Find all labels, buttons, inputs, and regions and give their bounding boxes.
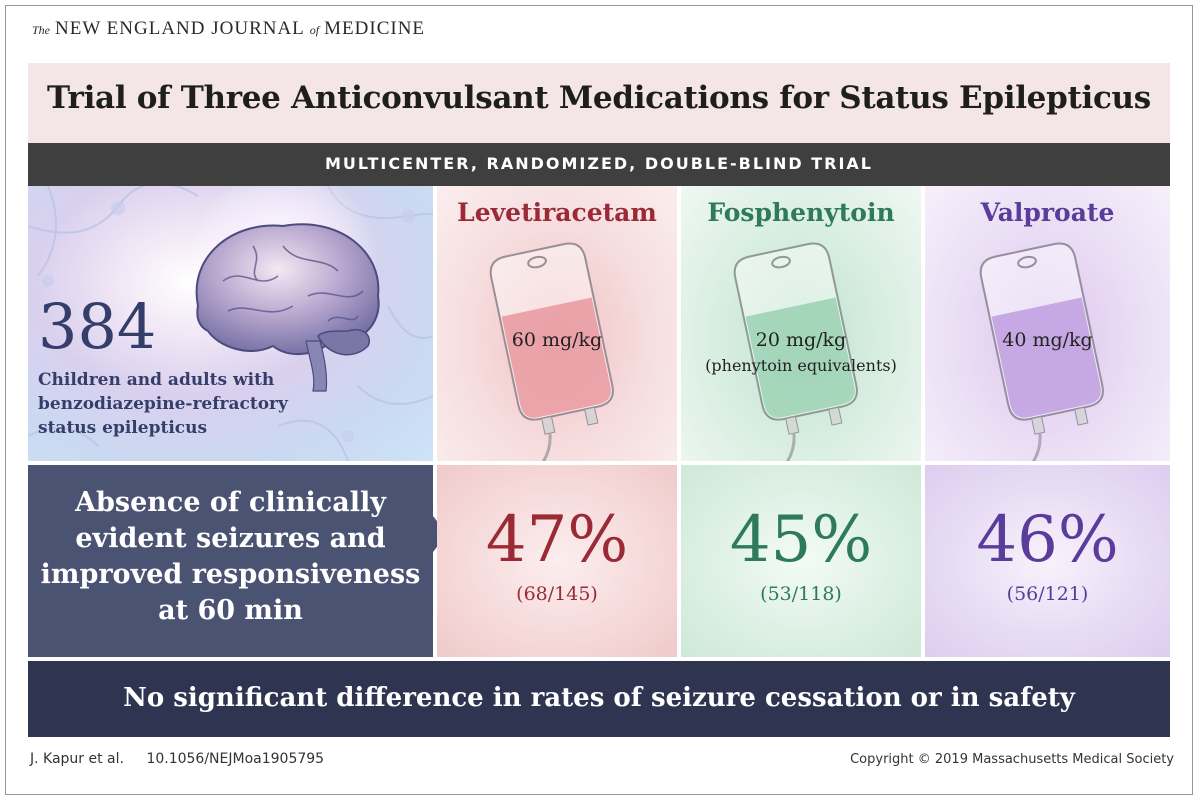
journal-of: of	[309, 23, 320, 37]
arm-dose-note: (phenytoin equivalents)	[705, 356, 897, 375]
outcome-panel: Absence of clinically evident seizures a…	[28, 465, 433, 657]
authors: J. Kapur et al.	[30, 751, 124, 767]
arm-levetiracetam-dose-panel: Levetiracetam 60 mg/kg	[437, 186, 677, 461]
iv-bag-icon	[733, 242, 858, 461]
outcome-line: Absence of clinically	[75, 487, 386, 518]
population-panel: 384 Children and adults with benzodiazep…	[28, 186, 433, 461]
iv-bag-icon	[979, 242, 1104, 461]
arm-percent: 45%	[729, 503, 873, 577]
arm-percent: 46%	[976, 503, 1119, 577]
arm-levetiracetam-result-panel: 47% (68/145)	[437, 465, 677, 657]
arm-valproate-result-panel: 46% (56/121)	[925, 465, 1170, 657]
arm-dose: 40 mg/kg	[1002, 329, 1093, 351]
page-title: Trial of Three Anticonvulsant Medication…	[47, 80, 1151, 116]
arm-ratio: (68/145)	[516, 583, 598, 605]
population-description-line: benzodiazepine-refractory	[38, 394, 288, 414]
population-count: 384	[38, 290, 157, 363]
arm-valproate-dose-panel: Valproate 40 mg/kg	[925, 186, 1170, 461]
brain-icon	[188, 186, 380, 392]
arm-dose: 60 mg/kg	[511, 329, 603, 351]
trial-design-band: MULTICENTER, RANDOMIZED, DOUBLE-BLIND TR…	[28, 143, 1170, 186]
citation: J. Kapur et al. 10.1056/NEJMoa1905795	[30, 751, 324, 767]
doi-link[interactable]: 10.1056/NEJMoa1905795	[146, 751, 325, 767]
outcome-line: improved responsiveness	[40, 559, 421, 590]
arm-fosphenytoin-result-panel: 45% (53/118)	[681, 465, 921, 657]
arm-name: Valproate	[980, 198, 1115, 227]
conclusion: No significant difference in rates of se…	[123, 683, 1075, 713]
population-description: Children and adults with benzodiazepine-…	[38, 368, 288, 440]
outcome-line: evident seizures and	[75, 523, 386, 554]
conclusion-band: No significant difference in rates of se…	[28, 661, 1170, 737]
journal-medicine: MEDICINE	[324, 18, 426, 39]
population-description-line: status epilepticus	[38, 418, 208, 438]
arm-dose: 20 mg/kg	[755, 329, 847, 351]
journal-name: NEW ENGLAND JOURNAL	[55, 18, 305, 39]
arm-percent: 47%	[485, 503, 629, 577]
population-description-line: Children and adults with	[38, 370, 275, 390]
arm-fosphenytoin-dose-panel: Fosphenytoin 20 mg/kg (phenytoin equival…	[681, 186, 921, 461]
arm-ratio: (53/118)	[760, 583, 842, 605]
title-band: Trial of Three Anticonvulsant Medication…	[28, 63, 1170, 143]
arm-name: Levetiracetam	[457, 198, 657, 227]
arm-ratio: (56/121)	[1006, 583, 1089, 605]
arm-name: Fosphenytoin	[707, 198, 895, 227]
iv-bag-icon	[489, 242, 614, 461]
copyright: Copyright © 2019 Massachusetts Medical S…	[850, 752, 1174, 767]
journal-the: The	[32, 23, 50, 37]
outcome-label: Absence of clinically evident seizures a…	[38, 485, 423, 629]
trial-design: MULTICENTER, RANDOMIZED, DOUBLE-BLIND TR…	[325, 154, 873, 173]
page-frame	[5, 5, 1193, 795]
journal-masthead: The NEW ENGLAND JOURNAL of MEDICINE	[32, 18, 425, 40]
outcome-line: at 60 min	[158, 595, 303, 626]
